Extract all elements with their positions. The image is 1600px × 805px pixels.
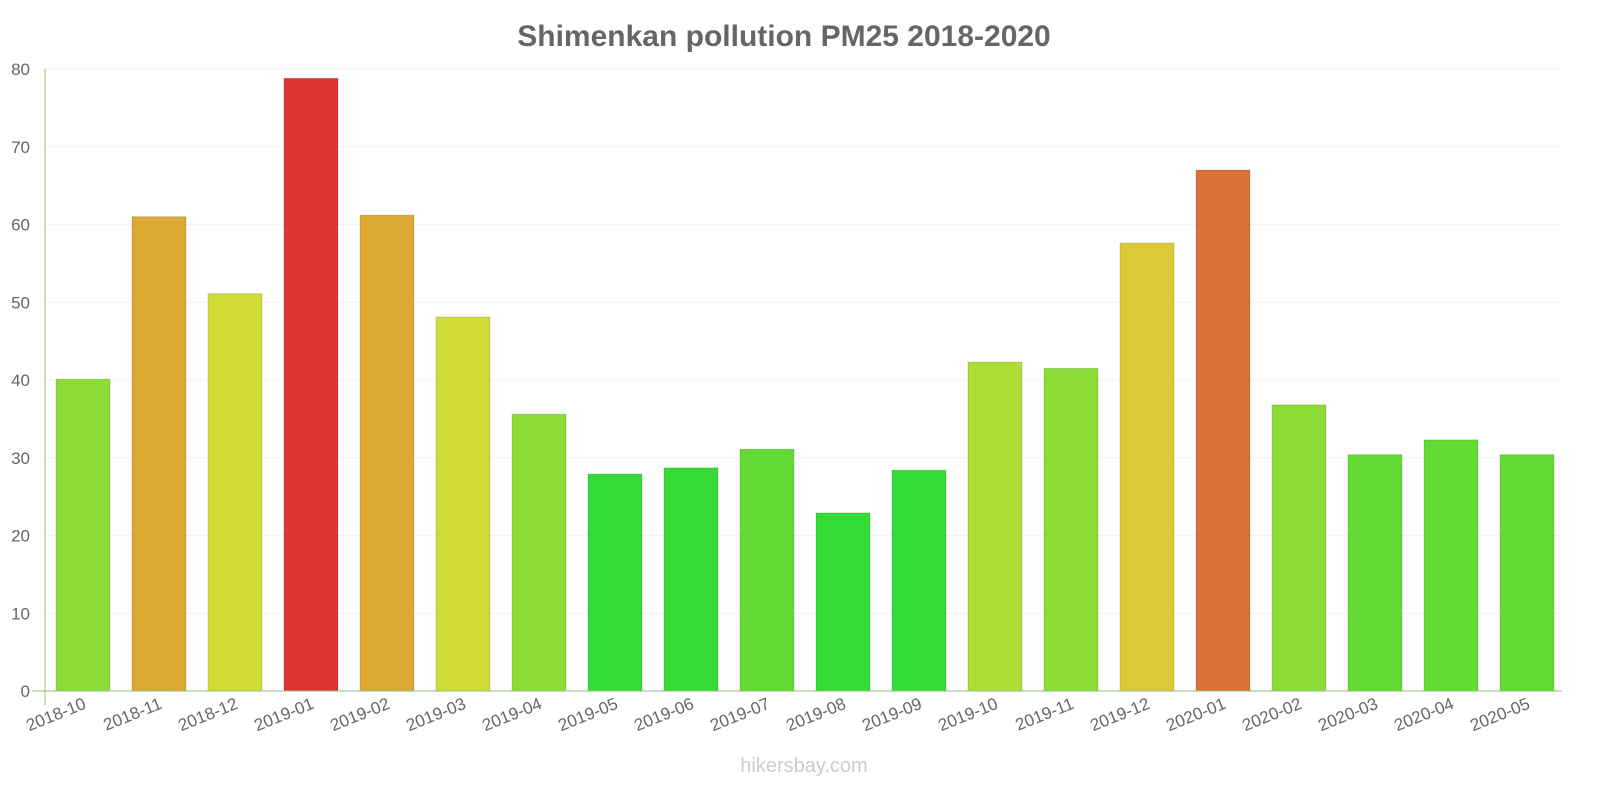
y-tick-label: 30	[11, 449, 30, 468]
y-tick-label: 70	[11, 138, 30, 157]
y-tick-label: 80	[11, 60, 30, 79]
x-tick-label: 2019-03	[404, 694, 469, 735]
x-tick-label: 2019-04	[480, 694, 545, 735]
bar-2019-10	[967, 361, 1023, 692]
bar-2020-03	[1347, 454, 1403, 692]
bar-2019-08	[815, 512, 871, 692]
bar-2018-11	[131, 216, 187, 692]
x-tick-label: 2019-08	[784, 694, 849, 735]
y-tick-label: 40	[11, 371, 30, 390]
x-tick-label: 2020-02	[1240, 694, 1305, 735]
bar-2019-06	[663, 467, 719, 692]
bar-2019-11	[1043, 367, 1099, 692]
x-tick-label: 2018-12	[176, 694, 241, 735]
x-tick-label: 2019-07	[708, 694, 773, 735]
chart-title: Shimenkan pollution PM25 2018-2020	[517, 20, 1051, 53]
bar-2020-01	[1195, 169, 1251, 692]
bar-2018-10	[55, 378, 111, 692]
bar-2019-05	[587, 473, 643, 692]
x-tick-label: 2019-01	[252, 694, 317, 735]
y-tick-label: 20	[11, 527, 30, 546]
bar-2019-02	[359, 214, 415, 692]
bar-2018-12	[207, 293, 263, 692]
x-tick-label: 2020-03	[1316, 694, 1381, 735]
bar-2019-01	[283, 77, 339, 692]
x-tick-label: 2018-10	[24, 694, 89, 735]
bar-2019-07	[739, 448, 795, 692]
y-tick-label: 0	[21, 682, 30, 701]
bar-2019-04	[511, 413, 567, 692]
bar-2020-02	[1271, 404, 1327, 692]
watermark: hikersbay.com	[740, 755, 867, 777]
y-tick-label: 50	[11, 293, 30, 312]
x-tick-label: 2020-04	[1392, 694, 1457, 735]
x-tick-label: 2019-11	[1013, 694, 1077, 735]
bar-2019-12	[1119, 242, 1175, 692]
y-tick-label: 60	[11, 216, 30, 235]
x-tick-label: 2018-11	[101, 694, 165, 735]
x-tick-label: 2019-02	[328, 694, 393, 735]
x-tick-label: 2020-01	[1164, 694, 1229, 735]
bar-2020-05	[1499, 454, 1555, 692]
x-tick-label: 2019-05	[556, 694, 621, 735]
x-tick-label: 2019-12	[1088, 694, 1153, 735]
bar-2019-03	[435, 316, 491, 692]
x-tick-label: 2019-06	[632, 694, 697, 735]
x-tick-label: 2019-09	[860, 694, 925, 735]
bar-2020-04	[1423, 439, 1479, 692]
y-tick-label: 10	[11, 604, 30, 623]
x-tick-label: 2019-10	[936, 694, 1001, 735]
bar-2019-09	[891, 469, 947, 692]
x-tick-label: 2020-05	[1468, 694, 1533, 735]
